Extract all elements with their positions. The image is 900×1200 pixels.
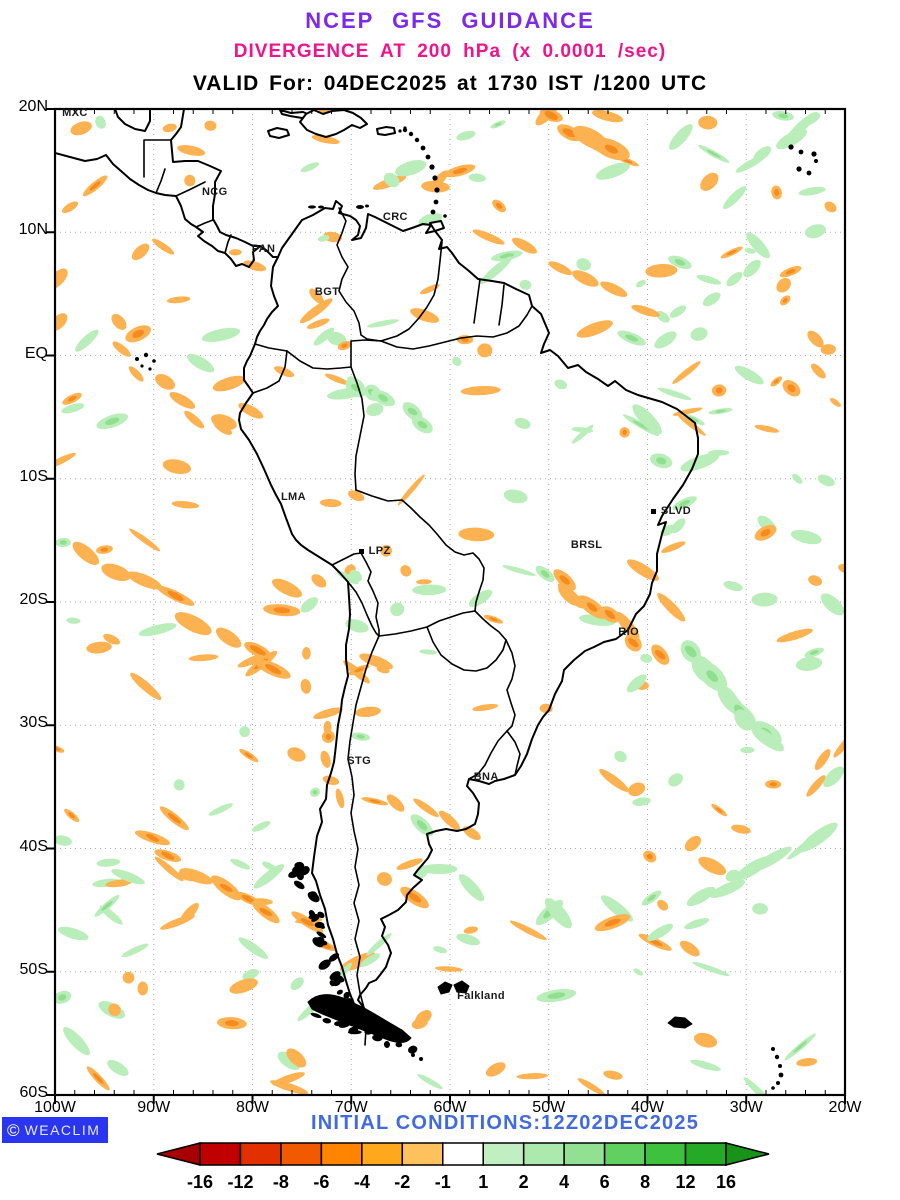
lon-tick-label: 80W [236, 1099, 269, 1116]
small-islands [135, 126, 818, 1090]
divergence-patch-layer [55, 109, 845, 1095]
lon-tick-label: 70W [334, 1099, 368, 1116]
colorbar-value-label: 4 [559, 1172, 569, 1192]
city-label-slvd: SLVD [660, 505, 692, 518]
lat-tick-label: 10S [19, 467, 48, 485]
city-marker-dot [650, 509, 656, 515]
page-title: NCEP GFS GUIDANCE [305, 8, 595, 33]
city-label-falkland: Falkland [457, 990, 505, 1003]
map-area [45, 97, 855, 1107]
colorbar-value-label: 6 [600, 1172, 610, 1192]
lon-tick-label: 60W [433, 1099, 467, 1116]
map-svg [46, 107, 847, 1104]
central-america-caribbean-coast [170, 109, 261, 247]
colorbar-value-label: -2 [394, 1172, 410, 1192]
city-label-pan: PAN [251, 242, 276, 255]
city-label-lma: LMA [280, 491, 306, 504]
colorbar-value-label: -16 [187, 1172, 213, 1192]
colorbar-value-label: -8 [273, 1172, 289, 1192]
lat-tick-label: 20S [19, 591, 48, 608]
lat-tick-label: 40S [19, 837, 48, 855]
lat-tick-label: 30S [19, 714, 48, 732]
trinidad-island [429, 220, 445, 232]
city-label-rio: RIO [618, 625, 640, 638]
chilean-fjords-texture [288, 861, 418, 1054]
city-label-bna: BNA [473, 771, 499, 784]
lat-tick-label: 50S [19, 960, 48, 978]
lon-tick-label: 90W [137, 1099, 171, 1116]
caribbean-islands [267, 109, 445, 232]
colorbar-value-label: 8 [640, 1172, 650, 1192]
south-america-coast [238, 200, 699, 1009]
lon-tick-label: 30W [729, 1099, 763, 1116]
lat-tick-label: 60S [19, 1084, 48, 1101]
city-label-mxc: MXC [62, 106, 88, 119]
grid-layer [55, 109, 845, 1095]
initial-conditions-line: INITIAL CONDITIONS:12Z02DEC2025 [310, 1112, 700, 1134]
weaclim-logo-badge: © WEACLIM [2, 1117, 109, 1143]
hispaniola-island [299, 109, 368, 138]
colorbar-svg: -16 -12 -8 -6 -4 -2 -1 1 2 4 6 8 12 16 [156, 1142, 770, 1192]
colorbar-value-label: -6 [313, 1172, 329, 1192]
lon-tick-label: 50W [532, 1099, 566, 1116]
lat-tick-label: 10N [18, 221, 48, 239]
colorbar-value-label: 2 [519, 1172, 529, 1192]
city-label-bgt: BGT [314, 286, 340, 299]
puerto-rico-island [376, 126, 396, 136]
lat-tick-label: 20N [18, 98, 48, 115]
colorbar-value-label: 1 [478, 1172, 488, 1192]
valid-time-line: VALID For: 04DEC2025 at 1730 IST /1200 U… [192, 72, 708, 95]
colorbar-value-label: -4 [354, 1172, 370, 1192]
colorbar-value-label: 12 [676, 1172, 696, 1192]
map-frame-and-ticks [46, 107, 847, 1104]
south-america-borders [252, 207, 533, 1046]
colorbar-value-label: -12 [227, 1172, 253, 1192]
south-georgia-island [667, 1016, 693, 1029]
copyright-icon: © [7, 1120, 20, 1140]
colorbar-value-label: -1 [435, 1172, 451, 1192]
falkland-east-island [453, 980, 470, 994]
lon-tick-label: 20W [828, 1099, 862, 1116]
jamaica-island [267, 127, 290, 139]
lon-tick-label: 100W [34, 1099, 76, 1116]
central-america-borders [143, 139, 232, 254]
colorbar: -16 -12 -8 -6 -4 -2 -1 1 2 4 6 8 12 16 [155, 1141, 771, 1199]
falkland-west-island [437, 981, 453, 995]
city-label-brsl: BRSL [570, 538, 603, 551]
lat-tick-label: EQ [24, 344, 48, 362]
lon-tick-label: 40W [631, 1099, 664, 1116]
logo-text: WEACLIM [24, 1122, 101, 1138]
city-label-lpz: LPZ [368, 544, 391, 557]
coastlines [55, 109, 818, 1090]
city-label-crc: CRC [382, 211, 408, 224]
central-america-pacific-coast [55, 152, 279, 268]
city-marker-dot [358, 548, 364, 554]
city-label-ncg: NCG [201, 185, 228, 198]
colorbar-value-label: 16 [716, 1172, 736, 1192]
page-subtitle: DIVERGENCE AT 200 hPa (x 0.0001 /sec) [233, 41, 667, 62]
city-label-stg: STG [347, 754, 372, 767]
yucatan-coast [114, 109, 151, 132]
